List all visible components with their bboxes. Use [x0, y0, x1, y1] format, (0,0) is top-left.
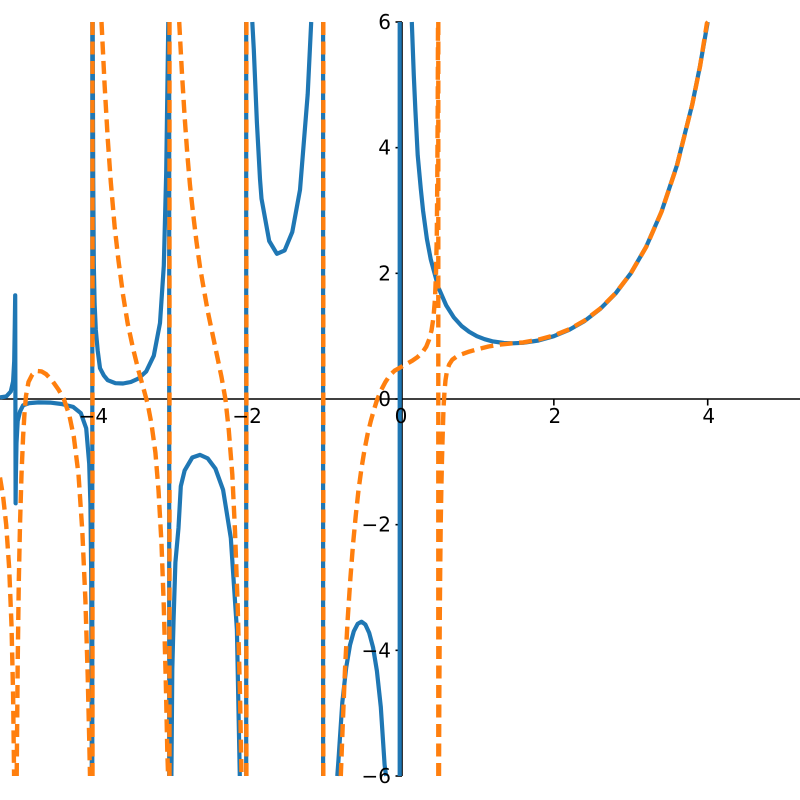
- approximation-curve-segment: [338, 21, 441, 777]
- x-tick-label: 0: [395, 404, 408, 428]
- y-tick-label: −2: [362, 513, 391, 537]
- gamma-function-curve-segment: [90, 21, 171, 386]
- y-tick-label: −6: [362, 764, 391, 788]
- approximation-curve-segment: [436, 20, 710, 777]
- y-tick-label: 6: [378, 10, 391, 34]
- x-tick-label: 2: [548, 404, 561, 428]
- approximation-curve-segment: [0, 477, 17, 777]
- y-tick-label: 2: [378, 261, 391, 285]
- x-tick-label: 4: [702, 404, 715, 428]
- y-tick-label: 0: [378, 387, 391, 411]
- approximation-curve-segment: [177, 21, 244, 777]
- approximation-curve-segment: [14, 368, 93, 777]
- gamma-function-curve-segment: [169, 452, 242, 777]
- gamma-function-curve-segment: [409, 21, 710, 346]
- curves: [0, 20, 710, 777]
- approximation-curve-segment: [99, 21, 171, 777]
- tick-labels: −4 −2 0 2 4 −6 −4 −2 0 2 4 6: [79, 10, 715, 788]
- x-tick-label: −2: [232, 404, 261, 428]
- x-tick-label: −4: [79, 404, 108, 428]
- gamma-function-curve-segment: [250, 21, 314, 256]
- y-tick-label: −4: [362, 638, 391, 662]
- y-tick-label: 4: [378, 136, 391, 160]
- series-approximation: [0, 20, 710, 777]
